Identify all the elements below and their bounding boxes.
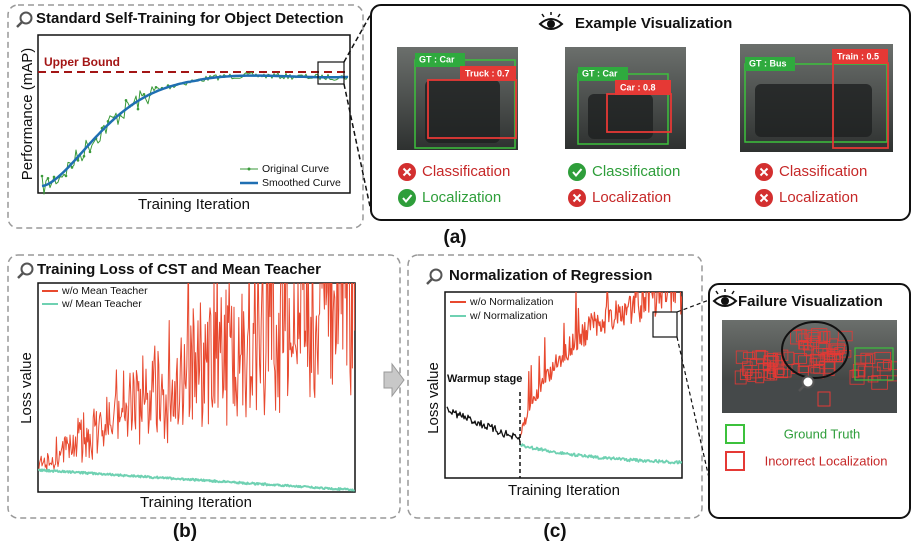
classification-status: Classification (592, 163, 680, 180)
caption: (b) (173, 521, 197, 542)
cross-icon (568, 189, 586, 207)
localization-status: Localization (422, 189, 501, 206)
gt-label: GT : Bus (749, 58, 787, 68)
panel-title: Normalization of Regression (449, 267, 652, 284)
legend-label: Incorrect Localization (765, 453, 888, 468)
panel-title: Training Loss of CST and Mean Teacher (37, 261, 321, 278)
classification-status: Classification (422, 163, 510, 180)
caption: (c) (543, 521, 566, 542)
upper-bound-label: Upper Bound (44, 55, 120, 69)
y-axis-label: Loss value (18, 352, 35, 424)
localization-status: Localization (592, 189, 671, 206)
curve-point (89, 151, 92, 154)
curve-point (71, 166, 74, 169)
legend-label: w/o Normalization (469, 296, 554, 308)
panel-title: Example Visualization (575, 15, 732, 32)
y-axis-label: Performance (mAP) (19, 48, 36, 181)
vehicle-shape (425, 80, 500, 143)
figure: Standard Self-Training for Object Detect… (0, 0, 912, 548)
caption: (a) (443, 227, 466, 248)
magnifier-icon (427, 270, 442, 285)
classification-status: Classification (779, 163, 867, 180)
curve-point (125, 99, 128, 102)
curve-point (155, 86, 158, 89)
pred-label: Train : 0.5 (837, 51, 879, 61)
warmup-label: Warmup stage (447, 373, 522, 385)
legend-swatch (248, 168, 251, 171)
pred-label: Car : 0.8 (620, 82, 656, 92)
cross-icon (398, 163, 416, 181)
curve-point (53, 176, 56, 179)
curve-point (47, 177, 50, 180)
arrow (384, 364, 404, 396)
check-icon (398, 189, 416, 207)
curve-point (65, 175, 68, 178)
curve-point (137, 108, 140, 111)
x-axis-label: Training Iteration (140, 494, 252, 511)
x-axis-label: Training Iteration (138, 196, 250, 213)
gt-label: GT : Car (419, 54, 455, 64)
magnifier-icon (17, 13, 32, 28)
legend-label: w/ Normalization (469, 310, 548, 322)
vehicle-shape (755, 84, 872, 137)
cross-icon (755, 189, 773, 207)
legend-label: Ground Truth (784, 426, 861, 441)
legend-label: w/ Mean Teacher (61, 298, 142, 310)
curve-point (41, 175, 44, 178)
pred-label: Truck : 0.7 (465, 68, 510, 78)
magnifier-icon (18, 264, 33, 279)
cross-icon (755, 163, 773, 181)
curve-point (143, 93, 146, 96)
panel-title: Failure Visualization (738, 293, 883, 310)
check-icon (568, 163, 586, 181)
legend-label: Original Curve (262, 163, 329, 175)
curve-point (83, 155, 86, 158)
y-axis-label: Loss value (425, 362, 442, 434)
legend-label: w/o Mean Teacher (61, 285, 148, 297)
legend-label: Smoothed Curve (262, 177, 341, 189)
panel-title: Standard Self-Training for Object Detect… (36, 10, 344, 27)
gt-label: GT : Car (582, 68, 618, 78)
localization-status: Localization (779, 189, 858, 206)
x-axis-label: Training Iteration (508, 482, 620, 499)
